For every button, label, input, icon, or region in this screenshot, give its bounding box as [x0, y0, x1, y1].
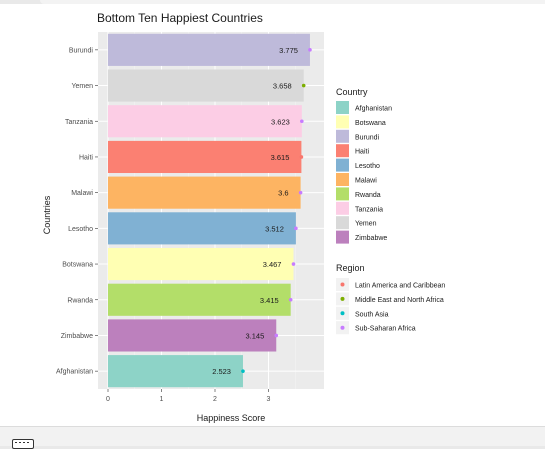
region-point-botswana — [291, 262, 296, 266]
bar-lesotho — [108, 212, 296, 245]
plot-canvas: Bottom Ten Happiest Countries 3.775 3.658… — [0, 4, 545, 426]
y-tick-label-lesotho: Lesotho — [68, 226, 93, 233]
value-label-afghanistan: 2.523 — [212, 367, 231, 376]
region-point-rwanda — [288, 297, 293, 302]
bar-chart: Bottom Ten Happiest Countries 3.775 3.658… — [42, 11, 445, 423]
region-point-lesotho — [294, 226, 298, 231]
legend-country-label-rwanda: Rwanda — [355, 192, 381, 199]
legend-country-label-tanzania: Tanzania — [355, 206, 383, 213]
bar-botswana — [108, 247, 294, 281]
legend-country-key-lesotho — [336, 158, 349, 172]
legend-country-label-burundi: Burundi — [355, 134, 380, 141]
x-tick-label: 0 — [106, 396, 110, 403]
legend-country-key-zimbabwe — [336, 230, 349, 244]
top-toolbar-panel — [40, 0, 545, 4]
value-label-lesotho: 3.512 — [265, 224, 284, 233]
legend-region-label: Sub-Saharan Africa — [355, 326, 416, 333]
y-tick-label-yemen: Yemen — [71, 83, 93, 90]
region-point-burundi — [308, 48, 312, 52]
legend-country-label-malawi: Malawi — [355, 178, 377, 185]
region-point-zimbabwe — [274, 333, 279, 338]
region-point-haiti — [299, 155, 304, 159]
value-label-botswana: 3.467 — [263, 260, 282, 269]
x-axis-labels: 0 1 2 3 — [106, 389, 271, 403]
legend-country-label-botswana: Botswana — [355, 120, 386, 127]
y-tick-label-haiti: Haiti — [79, 154, 93, 161]
legend-country-label-zimbabwe: Zimbabwe — [355, 235, 387, 242]
y-tick-label-tanzania: Tanzania — [65, 119, 93, 126]
legend-region-key — [340, 296, 345, 301]
y-tick-label-rwanda: Rwanda — [67, 297, 93, 304]
legend-region-title: Region — [336, 263, 365, 273]
bar-haiti — [108, 140, 302, 174]
legend-country-label-afghanistan: Afghanistan — [355, 106, 392, 113]
y-tick-label-botswana: Botswana — [62, 262, 93, 269]
legend-country-key-rwanda — [336, 187, 349, 201]
y-tick-label-malawi: Malawi — [71, 190, 93, 197]
legend-country-key-burundi — [336, 129, 349, 143]
keyboard-icon[interactable] — [12, 439, 34, 449]
legend-country-label-yemen: Yemen — [355, 221, 377, 228]
legend-country-title: Country — [336, 87, 368, 97]
value-label-burundi: 3.775 — [279, 46, 298, 55]
bar-burundi — [108, 33, 310, 66]
value-label-zimbabwe: 3.145 — [245, 331, 264, 340]
bar-yemen — [108, 69, 304, 102]
legend-region: Region Latin America and Caribbean Middle… — [336, 263, 445, 335]
x-tick-label: 1 — [160, 396, 164, 403]
x-tick-label: 2 — [213, 396, 217, 403]
y-axis-title: Countries — [42, 195, 52, 234]
legend-country: Country Afghanistan Botswana Burundi Haiti L… — [336, 87, 392, 244]
legend-country-key-tanzania — [336, 201, 349, 215]
y-tick-label-zimbabwe: Zimbabwe — [61, 333, 93, 340]
value-label-malawi: 3.6 — [278, 189, 288, 198]
bar-malawi — [108, 176, 301, 209]
y-tick-label-afghanistan: Afghanistan — [56, 369, 93, 376]
region-point-afghanistan — [241, 369, 245, 373]
legend-country-key-yemen — [336, 216, 349, 230]
legend-country-label-lesotho: Lesotho — [355, 163, 380, 170]
legend-country-key-malawi — [336, 173, 349, 186]
region-point-tanzania — [300, 119, 304, 124]
legend-region-label: Latin America and Caribbean — [355, 283, 445, 290]
value-label-tanzania: 3.623 — [271, 117, 290, 126]
value-label-haiti: 3.615 — [271, 153, 290, 162]
top-toolbar — [0, 0, 545, 4]
bar-afghanistan — [108, 355, 243, 388]
legend-country-key-afghanistan — [336, 101, 349, 114]
legend-region-key — [340, 311, 345, 316]
bottom-toolbar — [0, 426, 545, 449]
region-point-yemen — [301, 83, 306, 88]
bar-rwanda — [108, 283, 291, 316]
legend-region-label: South Asia — [355, 311, 389, 318]
legend-region-key — [340, 282, 345, 287]
region-point-malawi — [298, 190, 303, 195]
bars-layer: 3.775 3.658 3.623 3.615 3.6 3.512 3.467 3.415 3.… — [108, 33, 312, 388]
legend-country-key-haiti — [336, 144, 349, 158]
legend-country-key-botswana — [336, 115, 349, 129]
y-tick-label-burundi: Burundi — [69, 47, 94, 54]
y-axis-labels: Burundi Yemen Tanzania Haiti Malawi Lesotho Bo… — [56, 47, 98, 376]
legend-country-label-haiti: Haiti — [355, 149, 369, 156]
value-label-yemen: 3.658 — [273, 82, 292, 91]
x-axis-title: Happiness Score — [197, 413, 266, 423]
legend-region-key — [340, 325, 345, 330]
bar-zimbabwe — [108, 319, 277, 352]
bar-tanzania — [108, 105, 302, 138]
value-label-rwanda: 3.415 — [260, 296, 279, 305]
legend-region-label: Middle East and North Africa — [355, 297, 444, 304]
x-tick-label: 3 — [267, 396, 271, 403]
chart-title: Bottom Ten Happiest Countries — [97, 11, 263, 25]
